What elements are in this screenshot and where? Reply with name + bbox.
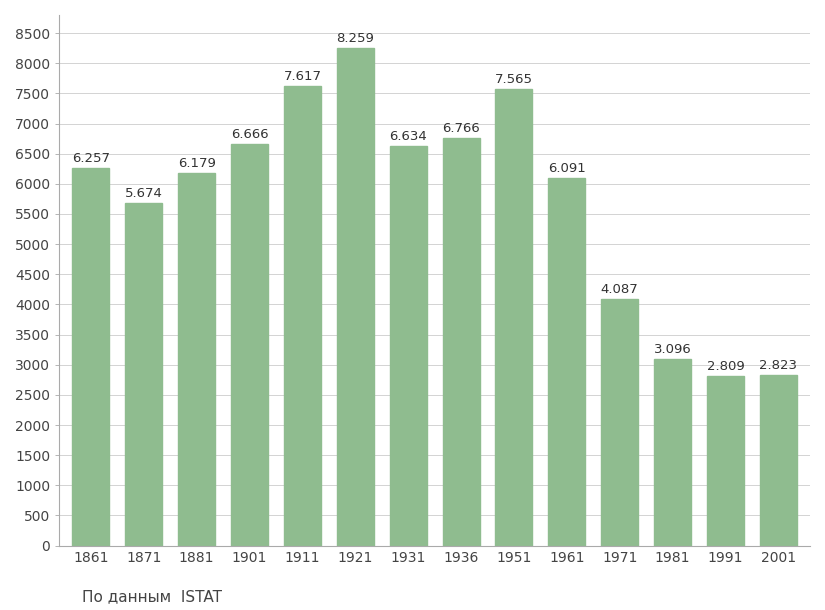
Text: 4.087: 4.087 <box>601 283 639 296</box>
Text: 6.257: 6.257 <box>72 152 110 165</box>
Text: 6.766: 6.766 <box>442 121 480 135</box>
Bar <box>178 173 215 545</box>
Bar <box>707 376 744 545</box>
Text: 5.674: 5.674 <box>125 187 163 201</box>
Text: 2.809: 2.809 <box>706 361 744 373</box>
Text: 6.091: 6.091 <box>548 162 586 175</box>
Text: 6.666: 6.666 <box>231 127 268 141</box>
Text: 3.096: 3.096 <box>653 343 691 356</box>
Bar <box>495 90 532 545</box>
Text: 2.823: 2.823 <box>759 359 797 372</box>
Bar <box>549 178 585 545</box>
Text: 7.617: 7.617 <box>283 70 322 84</box>
Bar <box>654 359 691 545</box>
Text: 6.179: 6.179 <box>177 157 215 170</box>
Text: 6.634: 6.634 <box>389 129 427 143</box>
Bar <box>231 144 268 545</box>
Bar <box>760 375 797 545</box>
Bar <box>389 146 427 545</box>
Text: 8.259: 8.259 <box>337 32 375 45</box>
Bar <box>337 48 374 545</box>
Text: 7.565: 7.565 <box>495 73 533 87</box>
Bar <box>73 168 110 545</box>
Bar <box>284 87 321 545</box>
Text: По данным  ISTAT: По данным ISTAT <box>82 589 223 604</box>
Bar <box>125 204 163 545</box>
Bar <box>442 138 479 545</box>
Bar <box>601 299 639 545</box>
